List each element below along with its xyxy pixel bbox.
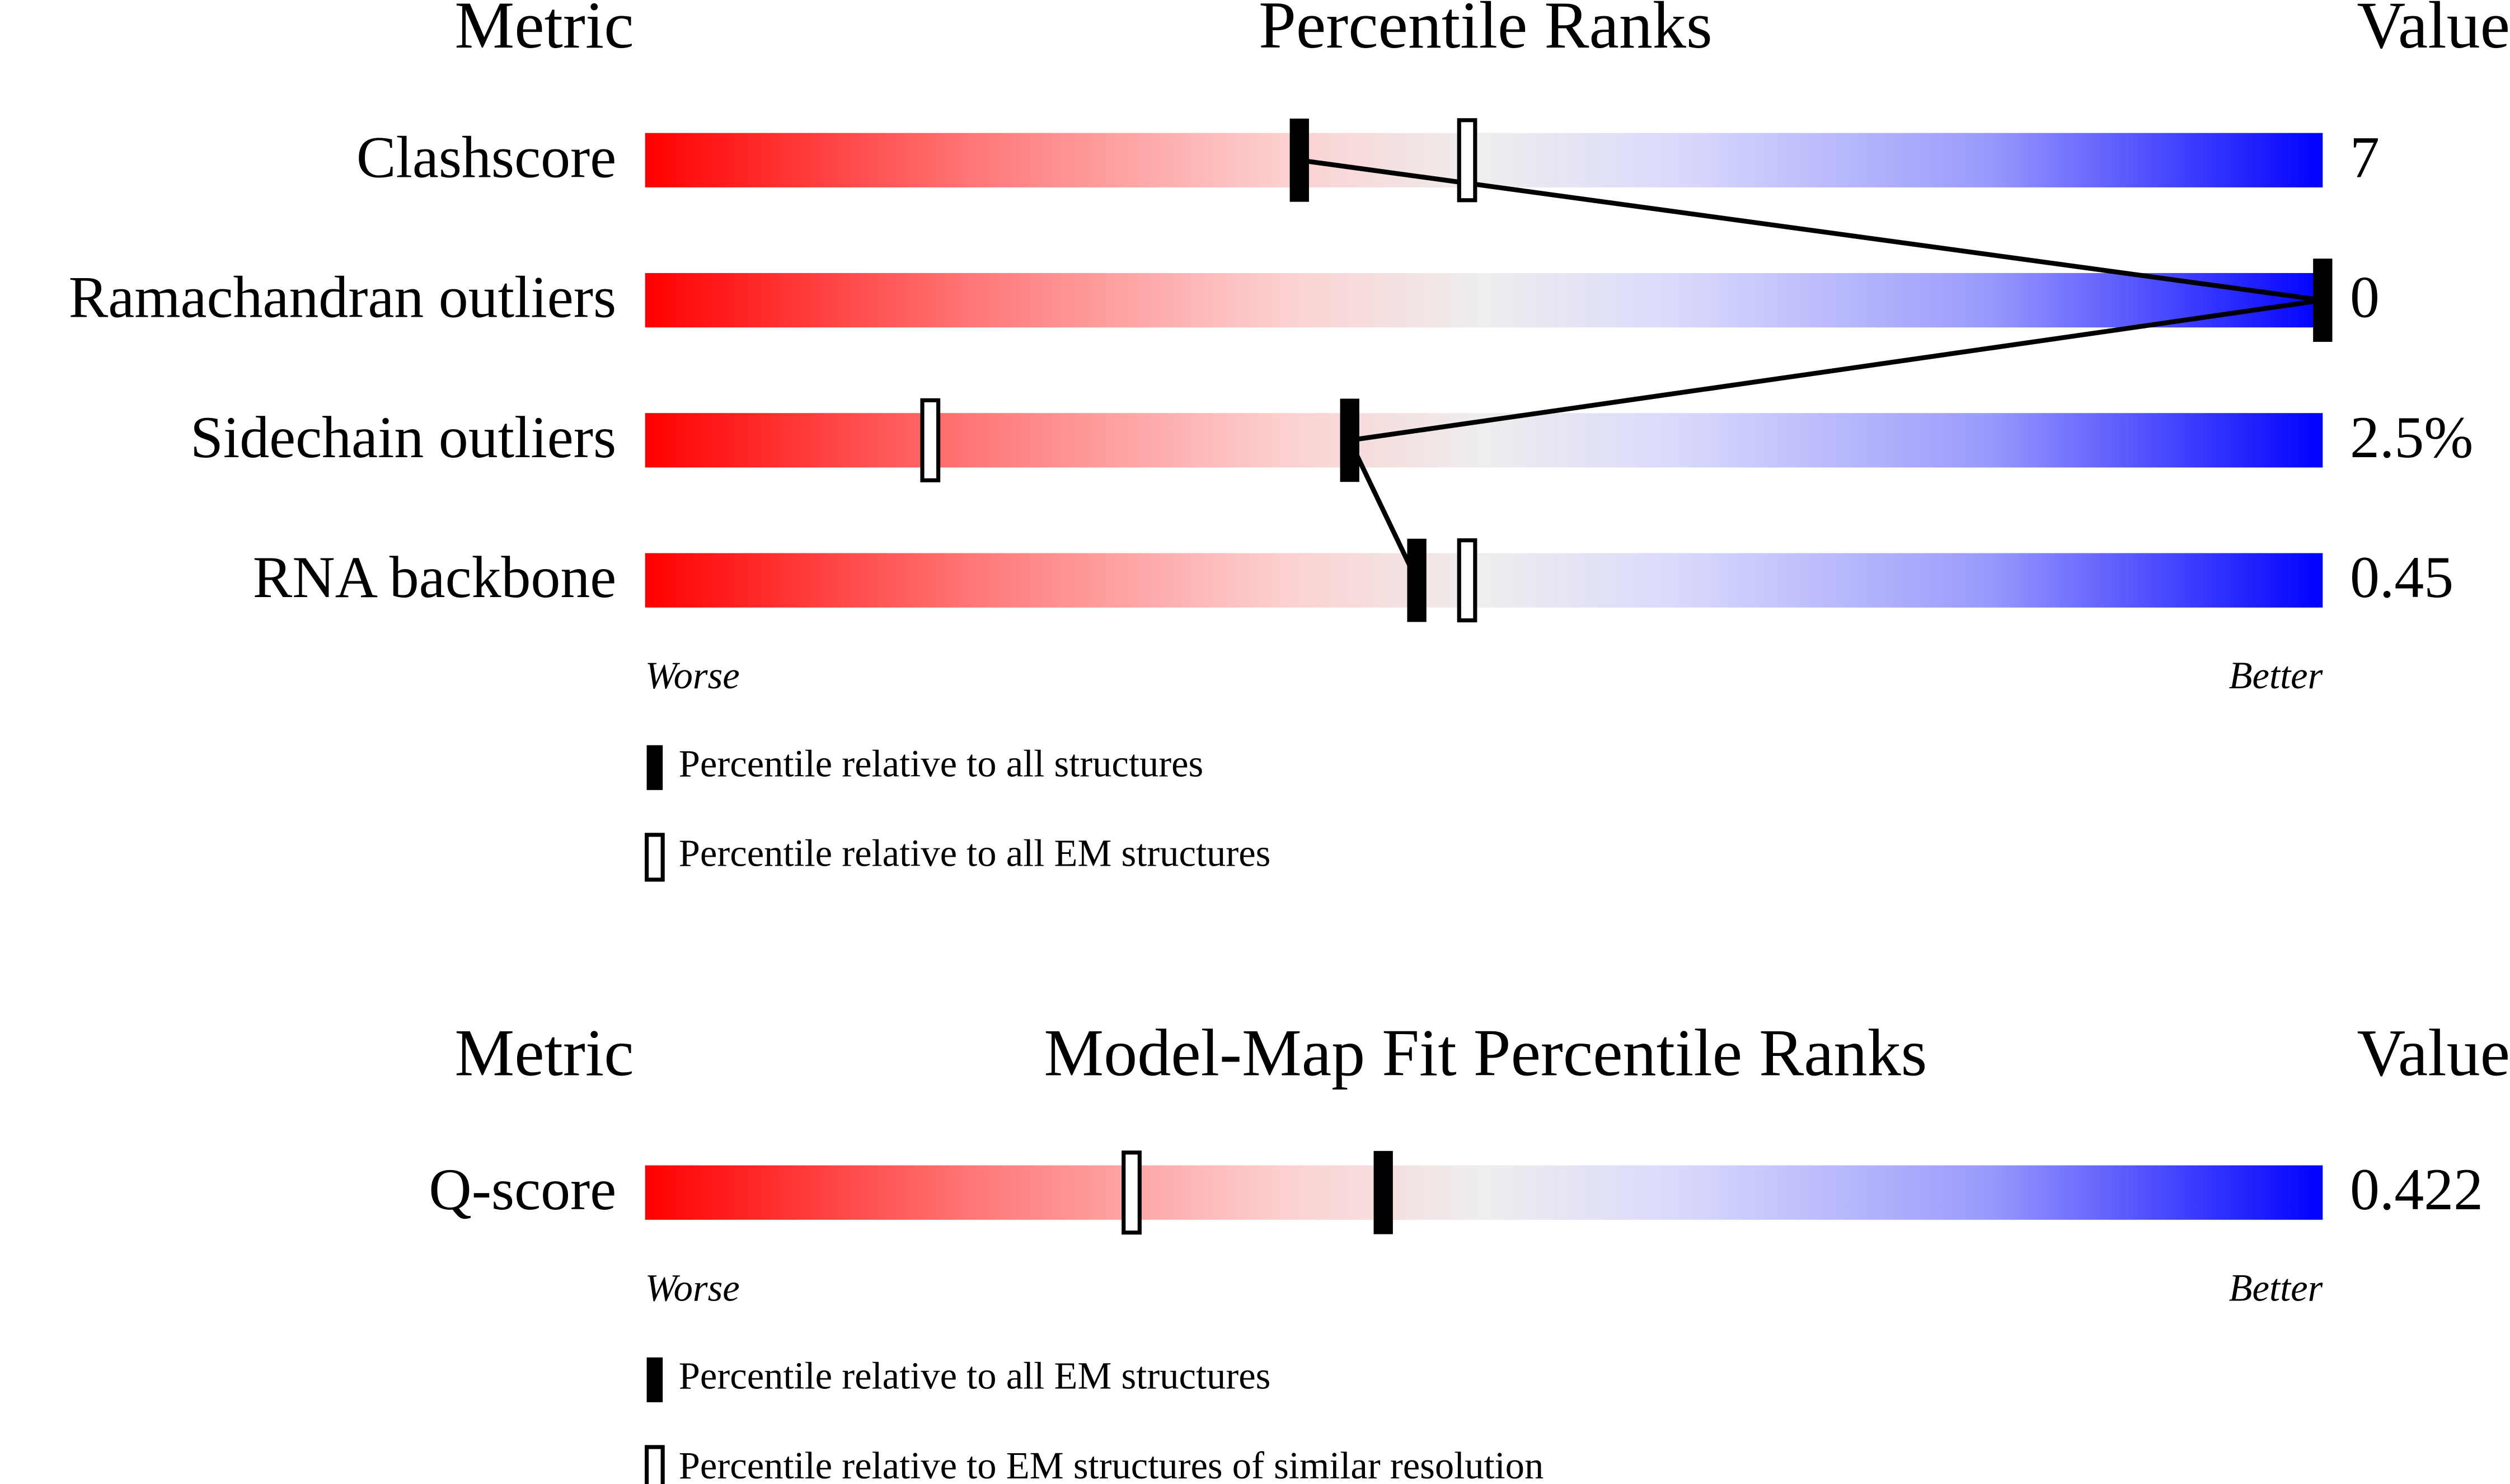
legend-label: Percentile relative to all structures: [679, 743, 1204, 785]
legend-swatch: [646, 745, 663, 790]
metric-label: Clashscore: [356, 124, 616, 190]
metric-label: RNA backbone: [253, 544, 617, 610]
percentile-bar: [645, 133, 2323, 187]
marker-filled: [1373, 1150, 1393, 1234]
metric-label: Q-score: [429, 1157, 616, 1222]
axis-label-worse: Worse: [645, 1266, 740, 1309]
metric-value: 0: [2350, 265, 2380, 330]
legend-swatch: [646, 1357, 663, 1402]
metric-value: 2.5%: [2350, 405, 2473, 470]
percentile-bar: [645, 553, 2323, 608]
marker-open: [1457, 538, 1477, 623]
marker-open: [920, 398, 941, 482]
metric-value: 7: [2350, 124, 2380, 190]
axis-label-better: Better: [2229, 654, 2323, 697]
legend-label: Percentile relative to all EM structures: [679, 832, 1271, 875]
legend-label: Percentile relative to all EM structures: [679, 1355, 1271, 1397]
column-header: Metric: [454, 0, 634, 62]
column-header: Metric: [454, 1015, 634, 1089]
metric-label: Ramachandran outliers: [69, 265, 617, 330]
marker-filled: [2313, 259, 2333, 342]
column-header: Value: [2357, 0, 2510, 62]
column-header: Model-Map Fit Percentile Ranks: [1044, 1015, 1927, 1089]
metric-value: 0.45: [2350, 544, 2453, 610]
marker-open: [1122, 1150, 1142, 1235]
legend-swatch: [644, 833, 665, 882]
column-header: Value: [2357, 1015, 2510, 1089]
percentile-bar: [645, 273, 2323, 328]
legend-swatch: [644, 1445, 665, 1484]
marker-filled: [1340, 398, 1359, 482]
axis-label-worse: Worse: [645, 654, 740, 697]
axis-label-better: Better: [2229, 1266, 2323, 1309]
marker-filled: [1407, 538, 1427, 622]
legend-label: Percentile relative to EM structures of …: [679, 1444, 1544, 1484]
marker-open: [1457, 118, 1477, 203]
percentile-bar: [645, 1165, 2323, 1220]
metric-label: Sidechain outliers: [190, 405, 616, 470]
connector-line: [1299, 158, 2323, 581]
marker-filled: [1289, 118, 1309, 202]
metric-value: 0.422: [2350, 1157, 2483, 1222]
column-header: Percentile Ranks: [1259, 0, 1713, 62]
